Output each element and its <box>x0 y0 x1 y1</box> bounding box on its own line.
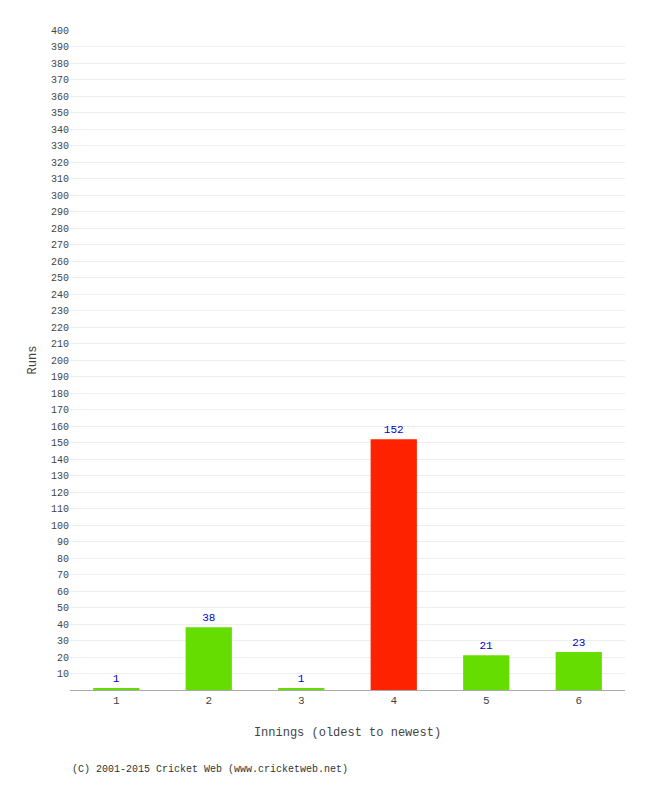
svg-text:260: 260 <box>51 257 69 268</box>
svg-text:40: 40 <box>57 620 69 631</box>
svg-text:360: 360 <box>51 92 69 103</box>
svg-text:80: 80 <box>57 554 69 565</box>
svg-text:50: 50 <box>57 603 69 614</box>
svg-text:230: 230 <box>51 306 69 317</box>
svg-text:370: 370 <box>51 75 69 86</box>
svg-text:400: 400 <box>51 26 69 37</box>
svg-text:23: 23 <box>572 637 585 649</box>
svg-text:3: 3 <box>298 695 305 707</box>
svg-text:300: 300 <box>51 191 69 202</box>
svg-text:390: 390 <box>51 42 69 53</box>
svg-text:20: 20 <box>57 653 69 664</box>
svg-text:150: 150 <box>51 438 69 449</box>
svg-text:140: 140 <box>51 455 69 466</box>
svg-text:170: 170 <box>51 405 69 416</box>
svg-text:320: 320 <box>51 158 69 169</box>
svg-text:110: 110 <box>51 504 69 515</box>
svg-text:10: 10 <box>57 669 69 680</box>
svg-text:21: 21 <box>479 640 493 652</box>
svg-text:290: 290 <box>51 207 69 218</box>
svg-text:130: 130 <box>51 471 69 482</box>
svg-text:380: 380 <box>51 59 69 70</box>
svg-text:200: 200 <box>51 356 69 367</box>
svg-text:270: 270 <box>51 240 69 251</box>
svg-text:310: 310 <box>51 174 69 185</box>
svg-text:30: 30 <box>57 636 69 647</box>
svg-text:120: 120 <box>51 488 69 499</box>
svg-text:220: 220 <box>51 323 69 334</box>
svg-text:4: 4 <box>390 695 397 707</box>
svg-text:280: 280 <box>51 224 69 235</box>
svg-text:350: 350 <box>51 108 69 119</box>
svg-text:160: 160 <box>51 422 69 433</box>
svg-text:70: 70 <box>57 570 69 581</box>
svg-text:2: 2 <box>205 695 212 707</box>
svg-text:(C) 2001-2015 Cricket Web (www: (C) 2001-2015 Cricket Web (www.cricketwe… <box>72 764 348 775</box>
svg-text:6: 6 <box>575 695 582 707</box>
svg-text:190: 190 <box>51 372 69 383</box>
svg-text:1: 1 <box>113 695 120 707</box>
svg-text:100: 100 <box>51 521 69 532</box>
svg-text:152: 152 <box>384 424 404 436</box>
svg-text:330: 330 <box>51 141 69 152</box>
svg-text:1: 1 <box>298 673 305 685</box>
svg-text:340: 340 <box>51 125 69 136</box>
svg-text:90: 90 <box>57 537 69 548</box>
svg-text:60: 60 <box>57 587 69 598</box>
svg-text:Innings (oldest to newest): Innings (oldest to newest) <box>254 726 441 740</box>
svg-text:250: 250 <box>51 273 69 284</box>
svg-text:5: 5 <box>483 695 490 707</box>
svg-text:210: 210 <box>51 339 69 350</box>
svg-text:38: 38 <box>202 612 215 624</box>
svg-text:180: 180 <box>51 389 69 400</box>
svg-text:240: 240 <box>51 290 69 301</box>
svg-text:Runs: Runs <box>26 346 40 375</box>
svg-text:1: 1 <box>113 673 120 685</box>
